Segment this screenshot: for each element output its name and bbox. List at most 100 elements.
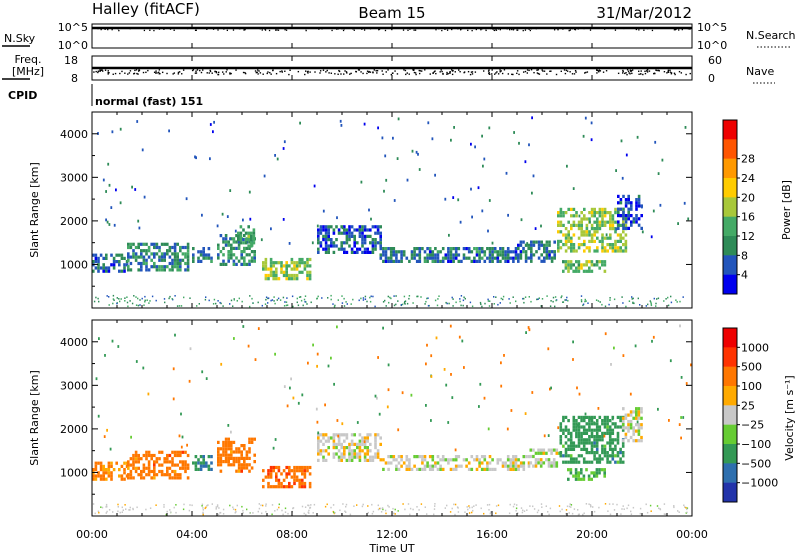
heatmap-cell [624,413,628,417]
heatmap-cell [243,447,246,451]
heatmap-cell [470,455,474,459]
heatmap-cell [559,246,563,250]
heatmap-cell [622,194,625,198]
heatmap-cell [280,264,283,268]
heatmap-cell [553,256,556,260]
heatmap-cell [132,255,135,259]
heatmap-cell [117,503,119,506]
heatmap-cell [93,300,96,303]
heatmap-cell [330,225,333,229]
heatmap-cell [428,464,432,468]
heatmap-cell [178,434,181,438]
heatmap-cell [202,256,205,260]
heatmap-cell [629,410,633,414]
heatmap-cell [603,214,607,218]
heatmap-cell [585,415,589,419]
heatmap-cell [519,256,523,260]
heatmap-cell [550,256,554,260]
heatmap-cell [478,247,481,251]
heatmap-cell [361,231,364,235]
heatmap-cell [171,245,174,250]
heatmap-cell [569,441,573,445]
heatmap-cell [449,256,453,260]
heatmap-cell [327,225,330,229]
heatmap-cell [131,185,133,189]
noise-search-dot [551,27,553,29]
heatmap-cell [134,457,138,461]
noise-search-dot [277,29,280,31]
heatmap-cell [168,466,172,470]
heatmap-cell [371,458,375,462]
heatmap-cell [179,473,182,477]
heatmap-cell [441,467,445,471]
heatmap-cell [237,234,240,238]
heatmap-cell [447,256,450,260]
heatmap-cell [144,300,146,303]
nave-dot [338,69,340,72]
heatmap-cell [575,422,578,426]
heatmap-cell [222,305,224,307]
heatmap-cell [163,252,166,256]
heatmap-cell [447,461,450,465]
nave-dot [627,70,630,73]
heatmap-cell [577,513,580,516]
heatmap-cell [404,508,406,511]
heatmap-cell [427,297,429,299]
heatmap-cell [308,512,310,514]
heatmap-cell [558,505,561,507]
heatmap-cell [363,452,367,456]
heatmap-cell [232,456,236,460]
heatmap-cell [663,300,665,302]
heatmap-cell [471,305,474,308]
heatmap-cell [593,230,596,234]
heatmap-cell [243,234,246,238]
heatmap-cell [596,220,599,224]
heatmap-cell [288,277,291,281]
heatmap-cell [569,447,573,451]
heatmap-cell [418,509,420,511]
heatmap-cell [248,240,251,244]
heatmap-cell [559,425,563,429]
noise-search-dot [530,28,533,30]
heatmap-cell [240,456,243,460]
heatmap-cell [452,298,454,300]
heatmap-cell [631,298,633,300]
heatmap-cell [547,464,551,468]
nave-dot [390,73,393,76]
heatmap-cell [585,227,589,231]
heatmap-cell [285,267,288,271]
heatmap-cell [361,436,364,440]
heatmap-cell [569,471,573,475]
heatmap-cell [580,227,583,231]
nave-dot [449,71,451,73]
heatmap-cell [501,247,505,251]
nave-dot [349,73,351,75]
nave-dot [297,70,300,73]
heatmap-cell [431,455,435,459]
heatmap-cell [598,435,602,439]
heatmap-cell [183,503,185,506]
heatmap-cell [121,511,123,513]
heatmap-cell [94,464,98,468]
heatmap-cell [525,455,528,459]
heatmap-cell [616,438,620,442]
heatmap-cell [286,304,289,306]
heatmap-cell [232,237,236,241]
noise-search-dot [335,28,338,30]
heatmap-cell [562,415,565,419]
heatmap-cell [614,211,617,215]
heatmap-cell [593,444,596,448]
heatmap-cell [166,265,169,269]
heatmap-cell [123,461,126,465]
heatmap-cell [527,461,531,465]
heatmap-cell [499,250,502,254]
nave-dot [470,71,473,73]
noise-search-dot [495,29,498,31]
heatmap-cell [517,467,520,471]
heatmap-cell [272,485,275,489]
heatmap-cell [567,220,570,224]
heatmap-cell [512,455,515,459]
heatmap-cell [253,460,256,464]
heatmap-cell [141,148,144,152]
heatmap-cell [234,508,237,511]
